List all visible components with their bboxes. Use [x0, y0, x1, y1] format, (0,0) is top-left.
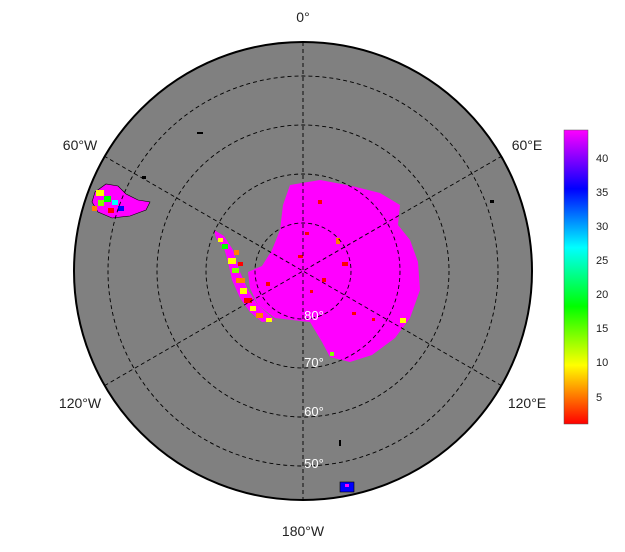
peninsula-data-cells — [218, 238, 272, 322]
colorbar-tick-15: 15 — [596, 323, 608, 335]
lon-label-120w: 120°W — [59, 395, 102, 411]
island-data-cell — [345, 484, 349, 487]
island-south-georgia — [197, 132, 203, 134]
lon-label-60w: 60°W — [63, 137, 98, 153]
island-bouvet — [490, 200, 494, 203]
lon-label-0: 0° — [296, 9, 309, 25]
colorbar-tick-10: 10 — [596, 357, 608, 369]
interior-data-cells — [266, 200, 406, 356]
lat-label-50: 50° — [304, 456, 324, 471]
colorbar-tick-40: 40 — [596, 153, 608, 165]
colorbar-ticks: 40 35 30 25 20 15 10 5 — [596, 153, 608, 404]
lat-label-80: 80° — [304, 308, 324, 323]
lon-label-180w: 180°W — [282, 523, 325, 539]
lat-label-60: 60° — [304, 404, 324, 419]
antarctica-landmass — [248, 180, 420, 362]
colorbar-tick-5: 5 — [596, 392, 602, 404]
colorbar-tick-30: 30 — [596, 221, 608, 233]
colorbar-tick-25: 25 — [596, 255, 608, 267]
lat-label-70: 70° — [304, 355, 324, 370]
colorbar-tick-20: 20 — [596, 289, 608, 301]
lon-label-120e: 120°E — [508, 395, 546, 411]
south-america-data-cells — [92, 190, 124, 213]
antarctic-peninsula — [214, 230, 275, 322]
colorbar — [563, 129, 589, 425]
island-balleny — [339, 440, 341, 446]
lon-label-60e: 60°E — [512, 137, 543, 153]
graticule — [103, 42, 503, 500]
colorbar-tick-35: 35 — [596, 187, 608, 199]
island-sandwich — [142, 176, 146, 179]
